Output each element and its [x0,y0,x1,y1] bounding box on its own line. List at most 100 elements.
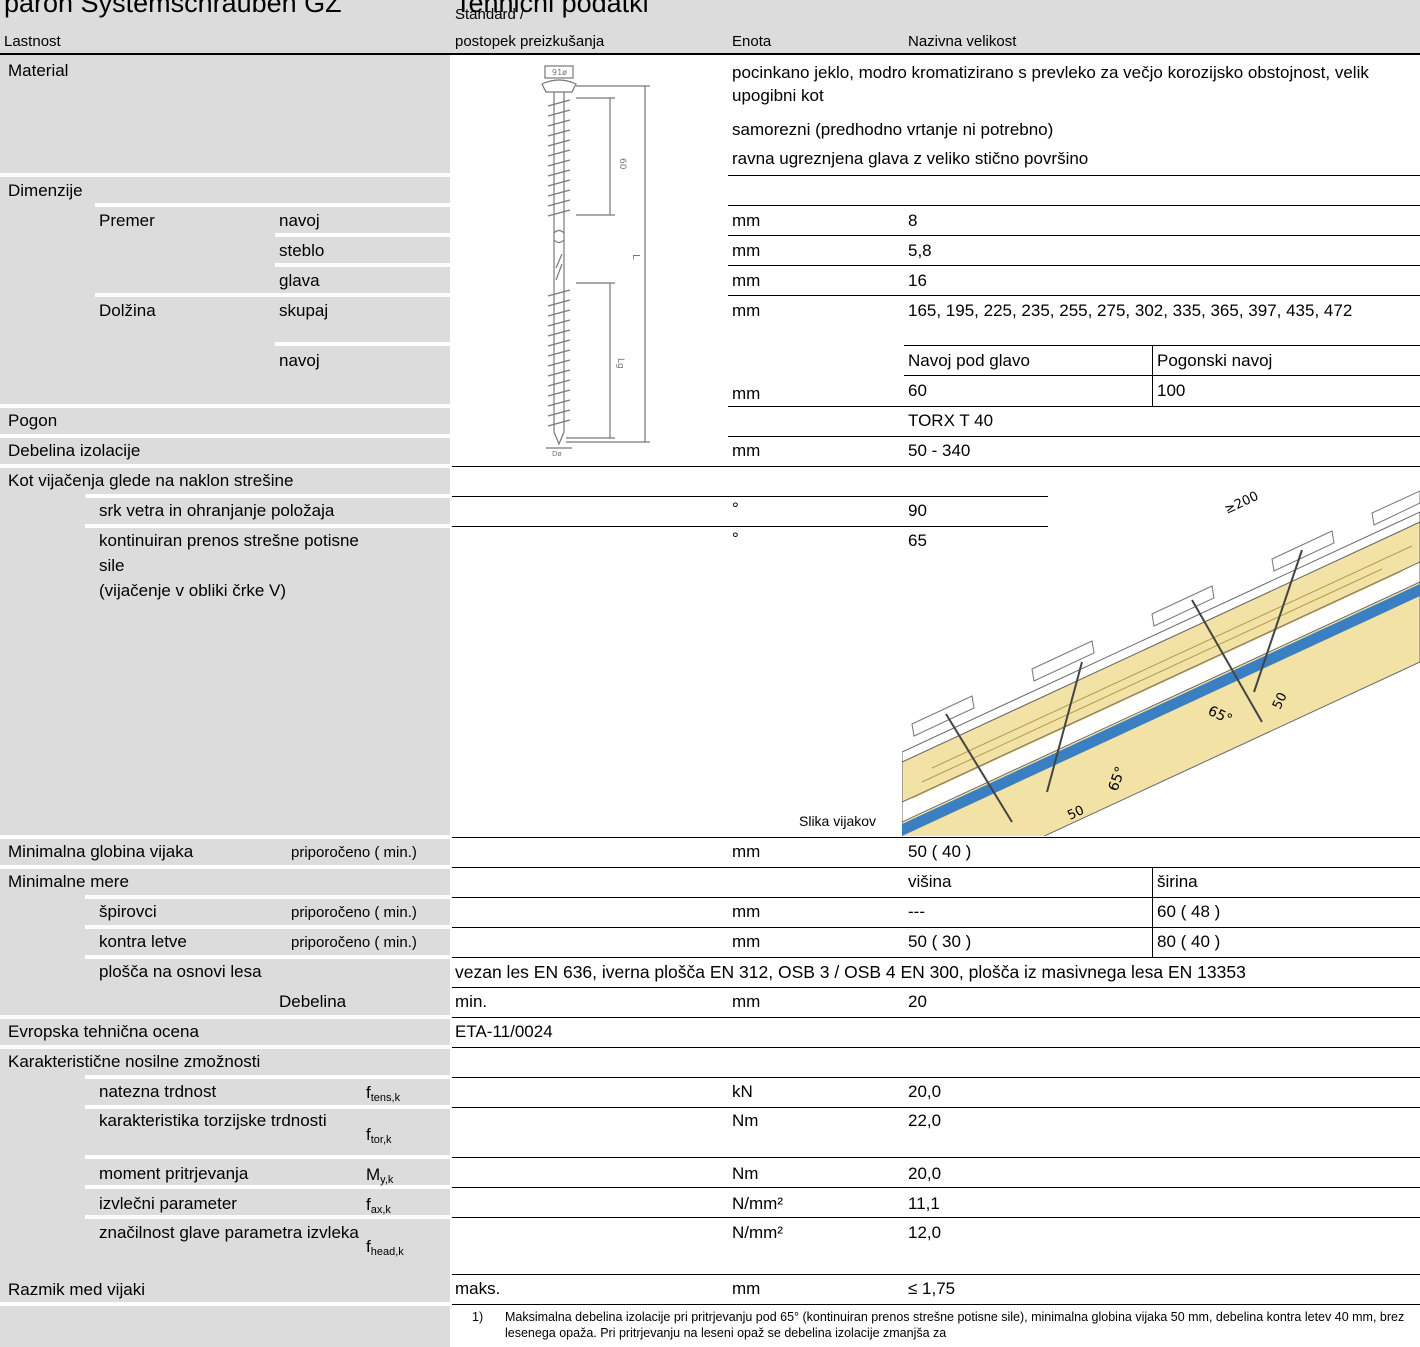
property-column [0,55,450,1347]
angle-90-value: 90 [908,501,927,520]
shank-label: steblo [279,241,325,260]
screw-dim-lg: Lg [615,358,625,369]
row-sep [85,1105,450,1109]
col-standard-line2: postopek preizkušanja [455,33,605,50]
row-sep [85,925,450,929]
row-sep [85,955,450,959]
board-value: vezan les EN 636, iverna plošča EN 312, … [455,962,1246,982]
rafters-note: priporočeno ( min.) [291,904,417,921]
row-sep [275,263,450,267]
row-sep [85,1185,450,1189]
row-line [904,345,1420,346]
length-label: Dolžina [99,301,156,320]
capacity-symbol: My,k [366,1165,394,1186]
thickness-label: Debelina [279,992,347,1011]
capacity-name: natezna trdnost [99,1082,217,1101]
unit-mm: mm [732,301,761,320]
wind-suction-label: srk vetra in ohranjanje položaja [99,501,335,520]
dim-200-label: ≥200 [1222,489,1261,518]
drive-thread-label: Pogonski navoj [1157,351,1273,370]
row-line [452,1017,1420,1018]
row-line [452,1157,1420,1158]
row-line [728,436,1420,437]
dim-65-left-label: 65° [1106,765,1130,794]
total-length-values: 165, 195, 225, 235, 255, 275, 302, 335, … [908,301,1353,320]
angle-65-value: 65 [908,531,927,550]
row-sep [0,1045,450,1049]
roof-diagram: ≥200 65° 50 65° 50 [902,489,1420,836]
insulation-label: Debelina izolacije [8,441,141,460]
row-line [452,1077,1420,1078]
row-sep [85,494,450,498]
row-sep [0,404,450,408]
row-line [728,406,1420,407]
row-sep [275,342,450,346]
board-label: plošča na osnovi lesa [99,962,262,981]
min-depth-unit: mm [732,842,761,861]
col-property-header: Lastnost [4,33,61,50]
row-sep [0,1015,450,1019]
min-depth-label: Minimalna globina vijaka [8,842,194,861]
figure-caption: Slika vijakov [799,813,877,829]
header-band [0,0,1420,53]
counter-battens-unit: mm [732,932,761,951]
row-line [452,837,1420,838]
row-line [452,1187,1420,1188]
row-line [452,466,1420,467]
row-sep [0,173,450,177]
row-line [452,957,1420,958]
screw-dim-thread: 60 [617,158,627,170]
capacity-value: 12,0 [908,1223,942,1242]
row-line [452,987,1420,988]
capacity-name: značilnost glave parametra izvleka [99,1223,359,1242]
row-sep [85,1155,450,1159]
rafters-unit: mm [732,902,761,921]
capacity-name: karakteristika torzijske trdnosti [99,1111,327,1130]
unit-mm: mm [732,271,761,290]
thickness-unit: mm [732,992,761,1011]
v-screwing-label-1: kontinuiran prenos strešne potisne [99,531,359,550]
dim-50-left-label: 50 [1065,803,1086,824]
row-sep [0,1302,450,1306]
col-standard-line1: Standard / [455,6,525,23]
capacity-value: 20,0 [908,1082,942,1101]
rafters-label: špirovci [99,902,157,921]
row-line [452,897,1420,898]
row-sep [85,1215,450,1219]
capacity-symbol: fhead,k [366,1237,404,1258]
row-line [728,175,1420,176]
row-line [728,205,1420,206]
capacity-value: 22,0 [908,1111,942,1130]
row-line [728,235,1420,236]
capacity-symbol: ftens,k [366,1083,401,1104]
col-unit-header: Enota [732,33,772,50]
row-line [452,867,1420,868]
total-label: skupaj [279,301,329,320]
footnote-text: Maksimalna debelina izolacije pri pritrj… [505,1310,1405,1340]
counter-battens-label: kontra letve [99,932,187,951]
row-sep [0,865,450,869]
insulation-value: 50 - 340 [908,441,971,460]
v-screwing-label-3: (vijačenje v obliki črke V) [99,581,287,600]
row-sep [275,233,450,237]
thread-length-label: navoj [279,351,320,370]
capacity-symbol: fax,k [366,1195,391,1216]
shank-value: 5,8 [908,241,932,260]
row-line [452,496,1048,497]
thread-under-head-value: 60 [908,381,927,400]
row-line [904,375,1420,376]
material-value-2: samorezni (predhodno vrtanje ni potrebno… [732,120,1054,139]
row-line [452,1047,1420,1048]
angle-label: Kot vijačenja glede na naklon strešine [8,471,294,490]
thickness-std: min. [455,992,488,1011]
row-sep [85,524,450,528]
row-sep [95,203,450,207]
screw-drawing: 91ø 60 L Lg Dø [541,65,650,458]
row-line [452,1217,1420,1218]
section-title: Tehnični podatki [455,0,649,18]
capacity-symbol: ftor,k [366,1125,392,1146]
spacing-value: ≤ 1,75 [908,1279,956,1298]
dim-50-right-label: 50 [1270,690,1291,711]
min-depth-value: 50 ( 40 ) [908,842,972,861]
row-sep [95,293,450,297]
